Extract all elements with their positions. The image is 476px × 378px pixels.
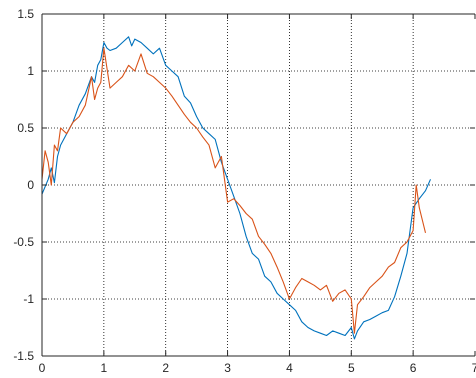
y-tick-label: 1.5 [17,7,34,21]
y-tick-label: 1 [27,64,34,78]
y-tick-label: 0.5 [17,121,34,135]
x-tick-label: 7 [472,361,476,375]
x-tick-label: 4 [286,361,293,375]
x-tick-label: 6 [410,361,417,375]
tick-labels: 0 1 2 3 4 5 6 7 -1.5 -1 -0.5 0 0.5 1 1.5 [13,7,476,375]
grid [42,14,475,356]
series-line-1 [41,36,432,340]
x-tick-label: 2 [162,361,169,375]
x-tick-label: 3 [224,361,231,375]
y-tick-label: -1.5 [13,349,34,363]
x-tick-label: 1 [101,361,108,375]
y-tick-label: 0 [27,178,34,192]
y-tick-label: -1 [23,292,34,306]
plot-series [41,36,432,340]
series-line-2 [41,47,427,334]
axes [41,13,476,357]
x-tick-label: 0 [39,361,46,375]
x-tick-label: 5 [348,361,355,375]
y-tick-label: -0.5 [13,235,34,249]
